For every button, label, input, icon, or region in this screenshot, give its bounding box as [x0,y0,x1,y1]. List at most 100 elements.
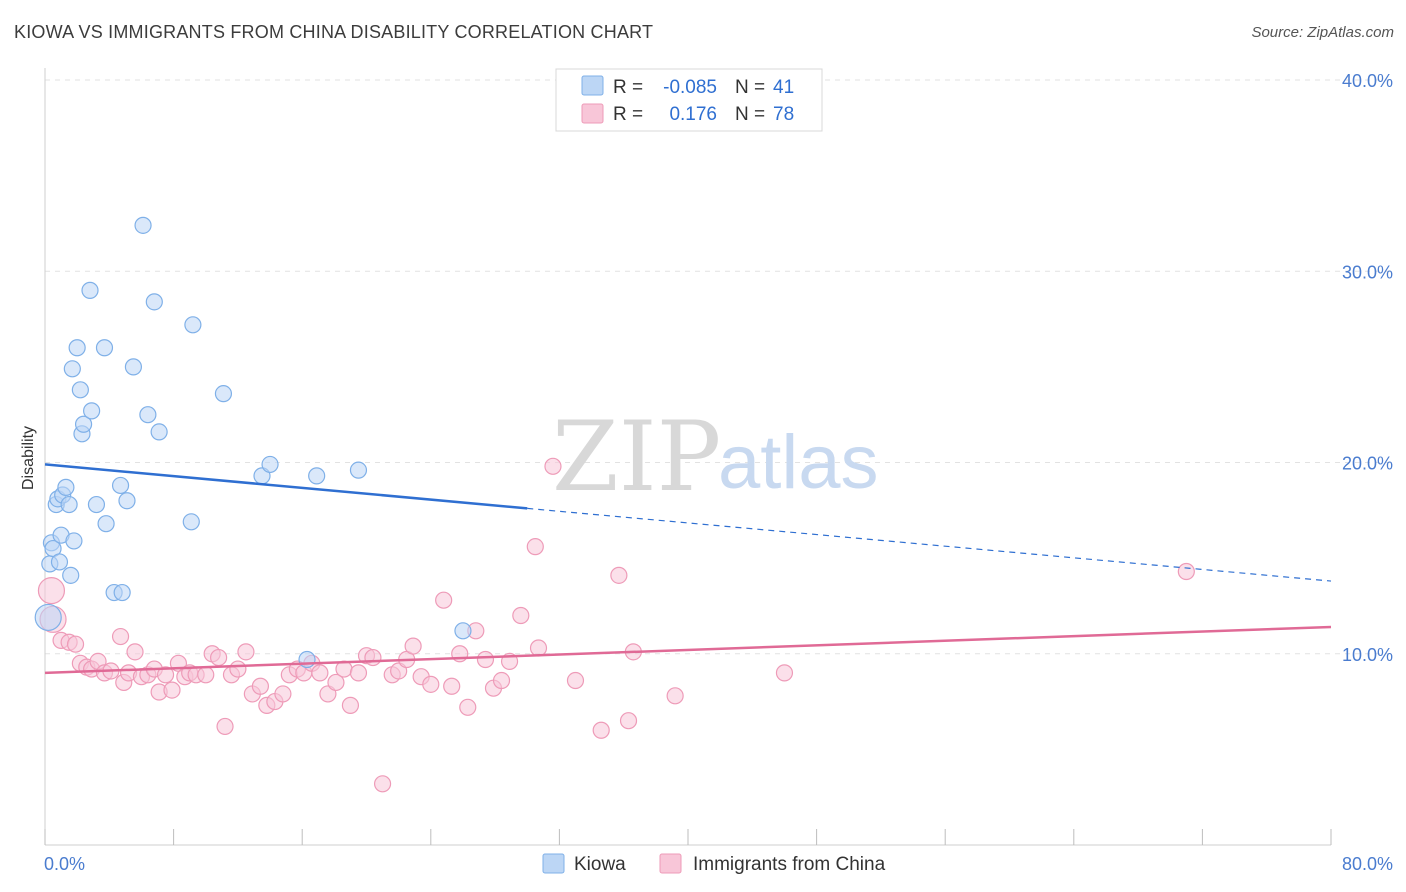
point-immigrants-china [1177,562,1195,581]
point-kiowa [134,216,152,234]
legend-r-label-china: R = [613,104,643,125]
legend-r-value-kiowa: -0.085 [663,77,717,98]
point-kiowa [111,476,130,495]
point-immigrants-china [349,664,368,682]
point-immigrants-china [251,677,270,695]
source-label: Source: ZipAtlas.com [1251,24,1394,41]
point-immigrants-china [216,717,234,736]
point-kiowa [65,532,83,550]
x-tick-label-min: 0.0% [44,854,85,874]
point-kiowa [60,495,78,514]
y-tick-label: 30.0% [1342,262,1393,282]
point-immigrants-china [341,696,360,714]
point-immigrants-china [156,666,175,684]
point-immigrants-china [459,698,477,716]
watermark-atlas: atlas [718,420,879,505]
point-immigrants-china [512,606,530,625]
point-kiowa [308,467,326,485]
point-immigrants-china [526,538,544,556]
point-immigrants-china [197,666,215,684]
point-immigrants-china [327,673,345,692]
point-kiowa [81,281,99,299]
point-kiowa [150,423,168,441]
point-immigrants-china [210,648,228,667]
point-immigrants-china [566,671,585,690]
point-kiowa [118,492,136,510]
series-legend-swatch-china [659,853,682,874]
point-kiowa [83,402,101,420]
point-kiowa [87,495,106,514]
point-immigrants-china [619,712,638,730]
point-immigrants-china [544,457,562,475]
point-immigrants-china [37,577,66,605]
point-immigrants-china [422,675,440,693]
data-points [34,216,1195,793]
point-kiowa [184,316,202,334]
point-kiowa [95,339,114,357]
point-kiowa [261,455,279,474]
y-tick-label: 40.0% [1342,71,1393,91]
chart-title: KIOWA VS IMMIGRANTS FROM CHINA DISABILIT… [14,22,654,42]
point-immigrants-china [404,637,422,655]
series-legend-swatch-kiowa [542,853,565,874]
point-kiowa [124,358,143,376]
point-kiowa [454,622,472,640]
legend-n-label-kiowa: N = [735,77,765,98]
point-kiowa [71,381,89,399]
point-kiowa [298,650,316,669]
legend-swatch-kiowa [581,75,604,96]
point-immigrants-china [666,687,684,705]
point-kiowa [145,293,163,311]
y-tick-labels: 10.0% 20.0% 30.0% 40.0% [1342,71,1393,665]
point-kiowa [97,515,115,533]
point-kiowa [139,406,157,424]
point-immigrants-china [111,627,130,646]
point-immigrants-china [435,591,453,609]
watermark: ZIP atlas [552,401,879,513]
legend-swatch-china [581,103,604,124]
point-immigrants-china [592,721,610,739]
point-kiowa [68,339,86,357]
trend-line-kiowa [44,463,528,510]
point-immigrants-china [476,650,495,669]
axes [44,68,1332,846]
point-immigrants-china [529,639,548,657]
point-immigrants-china [126,643,144,661]
point-kiowa [34,603,62,632]
y-tick-label: 20.0% [1342,454,1393,474]
point-immigrants-china [364,648,382,667]
trend-line-kiowa-projected [527,507,1332,582]
stats-legend: R = -0.085 N = 41 R = 0.176 N = 78 [555,68,823,132]
point-immigrants-china [163,681,181,699]
legend-n-label-china: N = [735,104,765,125]
point-kiowa [214,385,233,403]
point-kiowa [113,583,131,602]
legend-n-value-china: 78 [773,104,794,125]
point-immigrants-china [610,566,628,584]
point-immigrants-china [274,685,292,703]
point-kiowa [63,360,81,378]
point-immigrants-china [311,664,329,682]
point-immigrants-china [229,660,247,678]
legend-r-label-kiowa: R = [613,77,643,98]
point-kiowa [74,415,93,433]
x-tick-labels: 0.0% 80.0% [44,854,1393,874]
series-legend-label-kiowa: Kiowa [574,854,626,875]
point-immigrants-china [373,775,392,793]
watermark-zip: ZIP [552,401,721,513]
y-tick-label: 10.0% [1342,645,1393,665]
point-kiowa [62,566,80,584]
point-immigrants-china [237,643,255,661]
point-immigrants-china [492,671,511,690]
point-kiowa [349,461,368,479]
point-kiowa [50,553,69,571]
x-tick-label-max: 80.0% [1342,854,1393,874]
point-immigrants-china [775,664,794,682]
point-kiowa [182,513,200,531]
legend-n-value-kiowa: 41 [773,77,794,98]
legend-r-value-china: 0.176 [669,104,717,125]
point-immigrants-china [66,635,85,653]
series-legend: Kiowa Immigrants from China [542,853,886,875]
y-axis-label: Disability [20,426,37,490]
